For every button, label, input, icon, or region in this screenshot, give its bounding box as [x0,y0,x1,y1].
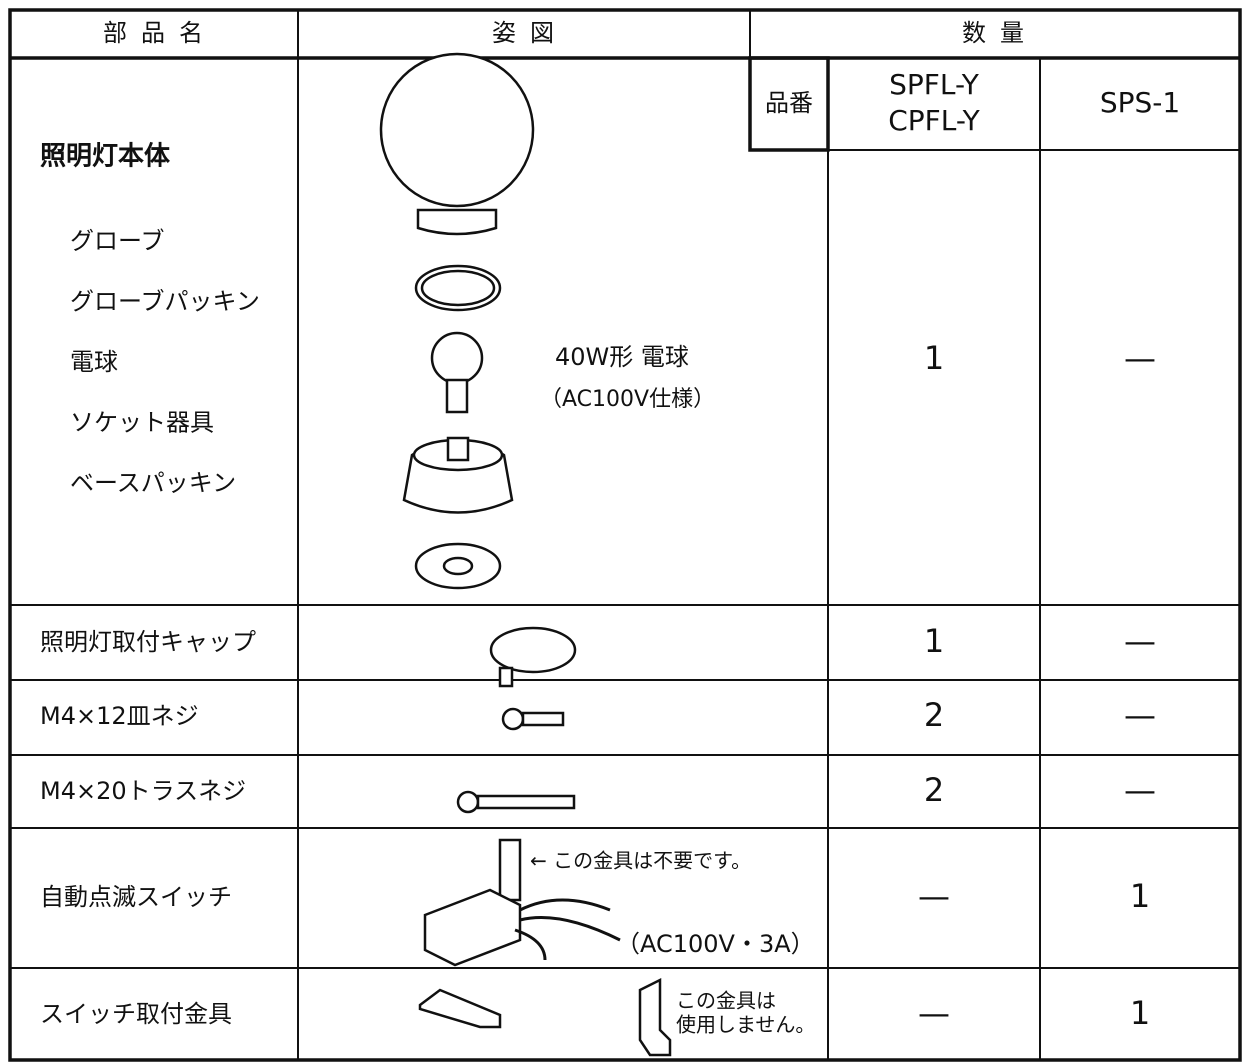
model: CPFL-Y [888,104,980,137]
note: この金具は [676,989,776,1013]
quantity: 1 [924,622,944,660]
quantity: — [918,994,950,1032]
component-name: 電球 [70,348,118,376]
note: （AC100V・3A） [616,930,815,958]
quantity: — [1124,339,1156,377]
quantity: — [1124,771,1156,809]
header-cell: 部品名 [103,19,217,47]
note: （AC100V仕様） [540,387,715,412]
quantity: 1 [1130,994,1150,1032]
header-cell: 数量 [962,19,1038,47]
part-name: スイッチ取付金具 [40,1000,232,1028]
illustrations [379,52,672,1057]
note: ← この金具は不要です。 [530,849,751,873]
component-name: ベースパッキン [70,469,236,497]
note: 40W形 電球 [555,343,689,371]
note: 使用しません。 [676,1013,815,1037]
part-name: 照明灯取付キャップ [40,628,256,656]
quantity: — [1124,696,1156,734]
quantity: 1 [924,339,944,377]
quantity: — [918,877,950,915]
part-name: M4×20トラスネジ [40,777,246,805]
quantity: 2 [924,771,944,809]
component-name: グローブ [70,227,165,255]
part-name: 照明灯本体 [40,142,171,172]
model-label: 品番 [765,89,813,117]
model: SPFL-Y [889,68,980,101]
table-grid [8,8,1242,1062]
quantity: — [1124,622,1156,660]
header-cell: 姿図 [492,19,568,47]
component-name: ソケット器具 [70,409,214,437]
model: SPS-1 [1100,86,1180,119]
quantity: 2 [924,696,944,734]
quantity: 1 [1130,877,1150,915]
part-name: 自動点滅スイッチ [40,883,232,911]
component-name: グローブパッキン [70,288,260,316]
part-name: M4×12皿ネジ [40,702,199,730]
